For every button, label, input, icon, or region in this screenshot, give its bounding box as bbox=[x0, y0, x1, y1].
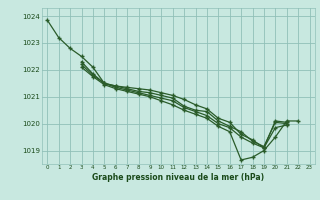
X-axis label: Graphe pression niveau de la mer (hPa): Graphe pression niveau de la mer (hPa) bbox=[92, 173, 264, 182]
